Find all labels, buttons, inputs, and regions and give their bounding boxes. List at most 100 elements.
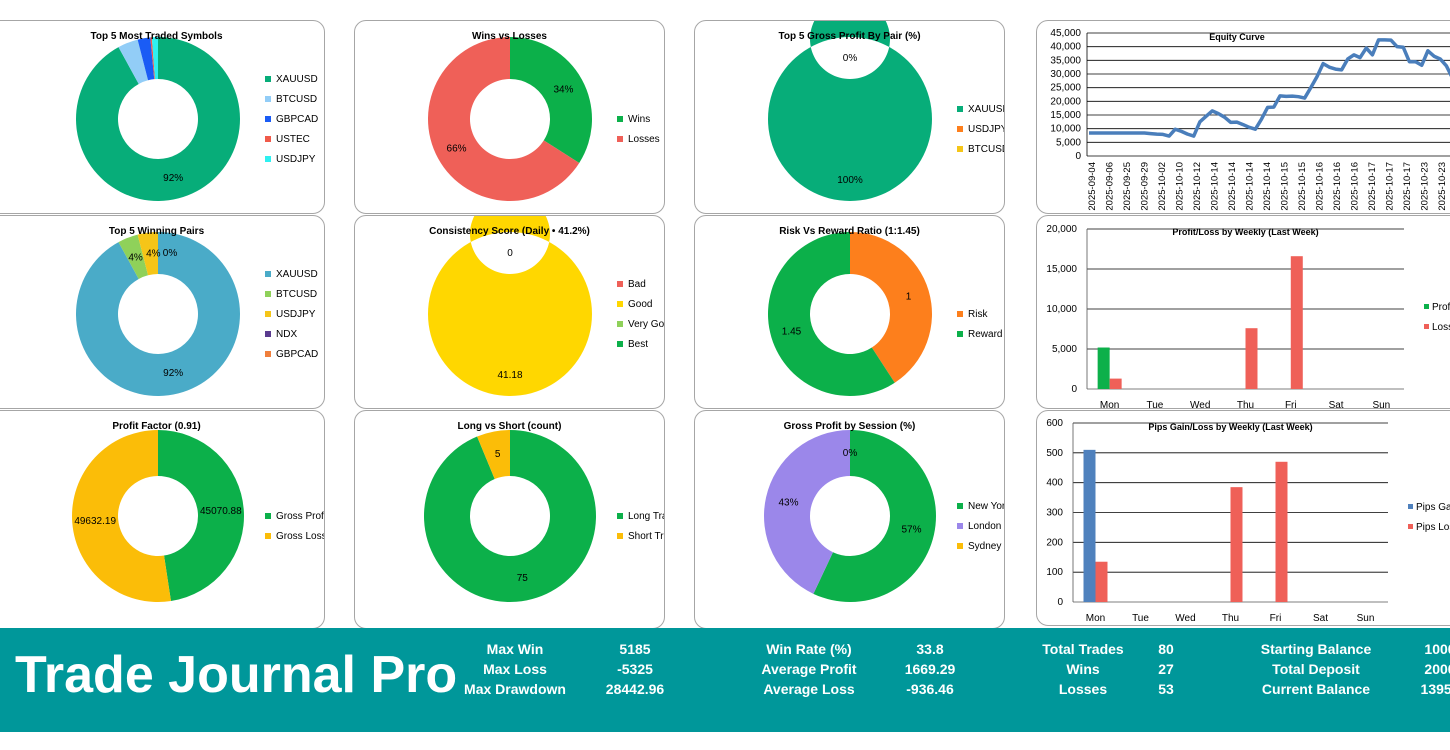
- slice-data-label: 100%: [837, 175, 863, 186]
- bar-pips-los-fri[interactable]: [1275, 461, 1288, 602]
- donut-slice-usdjpy[interactable]: [151, 37, 158, 80]
- legend-swatch: [265, 533, 271, 539]
- y-tick-label: 30,000: [1050, 69, 1081, 80]
- x-tick-label: 2025-10-14: [1245, 162, 1256, 211]
- legend-label: XAUUSD: [276, 73, 318, 85]
- donut-slice-reward[interactable]: [768, 232, 895, 396]
- donut-slice-xauusd[interactable]: [768, 21, 932, 201]
- y-tick-label: 15,000: [1050, 110, 1081, 121]
- stat-label: Current Balance: [1261, 681, 1371, 697]
- slice-data-label: 66%: [447, 143, 467, 154]
- donut-slice-btcusd[interactable]: [118, 39, 149, 84]
- x-tick-label: Thu: [1222, 613, 1239, 624]
- slice-data-label: 4%: [128, 252, 143, 263]
- legend-label: Gross Profit: [276, 510, 325, 522]
- legend-item: Bad: [617, 274, 664, 294]
- legend-label: London: [968, 520, 1002, 532]
- legend-item: Risk: [957, 304, 1002, 324]
- legend-item: Best: [617, 334, 664, 354]
- x-tick-label: 2025-10-16: [1315, 162, 1326, 211]
- bar-prof-mon[interactable]: [1097, 347, 1110, 389]
- donut-slice-good[interactable]: [428, 216, 592, 396]
- bar-loss-thu[interactable]: [1245, 328, 1258, 389]
- chart-legend: Risk Reward: [957, 304, 1002, 344]
- x-tick-label: 2025-10-23: [1437, 162, 1448, 211]
- slice-data-label: 1.45: [782, 326, 802, 337]
- bar-pips-gai-mon[interactable]: [1083, 449, 1096, 602]
- donut-slice-new-york[interactable]: [813, 430, 936, 602]
- donut-slice-short-trades[interactable]: [477, 430, 510, 480]
- legend-item: XAUUSD: [957, 99, 1004, 119]
- y-tick-label: 600: [1046, 418, 1063, 429]
- donut-slice-xauusd[interactable]: [75, 37, 241, 202]
- donut-slice-btcusd[interactable]: [118, 234, 149, 279]
- legend-label: Very Good: [628, 318, 665, 330]
- stat-label: Losses: [1058, 681, 1108, 697]
- legend-item: USDJPY: [957, 119, 1004, 139]
- donut-slice-wins[interactable]: [510, 37, 592, 163]
- legend-label: Short Trades: [628, 530, 664, 542]
- legend-item: USDJPY: [265, 149, 318, 169]
- x-tick-label: Thu: [1237, 400, 1254, 409]
- legend-item: Gross Profit: [265, 506, 325, 526]
- legend-swatch: [265, 513, 271, 519]
- donut-slice-long-trades[interactable]: [424, 430, 596, 602]
- legend-item: BTCUSD: [265, 284, 318, 304]
- donut-slice-gross-profit[interactable]: [158, 430, 244, 602]
- legend-label: USDJPY: [276, 308, 316, 320]
- x-tick-label: 2025-10-17: [1402, 162, 1413, 211]
- legend-label: GBPCAD: [276, 348, 319, 360]
- legend-swatch: [617, 513, 623, 519]
- donut-panel-gross-profit-pair: 100% 0% Top 5 Gross Profit By Pair (%) XAUU…: [694, 20, 1005, 214]
- legend-swatch: [617, 341, 623, 347]
- donut-slice-gross-loss[interactable]: [71, 430, 171, 602]
- bar-pips-los-thu[interactable]: [1230, 487, 1243, 602]
- legend-swatch: [265, 116, 271, 122]
- equity-line: [1089, 38, 1450, 138]
- y-tick-label: 45,000: [1050, 28, 1081, 39]
- stat-value: 80: [1158, 641, 1174, 657]
- legend-item: Losses: [617, 129, 660, 149]
- legend-item: Wins: [617, 109, 660, 129]
- x-tick-label: 2025-10-12: [1192, 162, 1203, 211]
- legend-item: Long Trades: [617, 506, 664, 526]
- legend-label: XAUUSD: [968, 103, 1004, 115]
- legend-swatch: [957, 146, 963, 152]
- x-tick-label: 2025-10-17: [1367, 162, 1378, 211]
- chart-title: Top 5 Winning Pairs: [108, 226, 205, 237]
- x-tick-label: 2025-10-15: [1297, 162, 1308, 211]
- y-tick-label: 35,000: [1050, 55, 1081, 66]
- chart-legend: XAUUSD BTCUSD GBPCAD USTEC USDJPY: [265, 69, 318, 169]
- donut-slice-usdjpy[interactable]: [137, 232, 158, 276]
- chart-legend: XAUUSD BTCUSD USDJPY NDX GBPCAD: [265, 264, 318, 364]
- chart-title: Top 5 Most Traded Symbols: [90, 31, 223, 42]
- legend-label: Reward: [968, 328, 1003, 340]
- y-tick-label: 0: [1057, 597, 1063, 608]
- slice-data-label: 0%: [843, 448, 858, 459]
- y-tick-label: 10,000: [1050, 124, 1081, 135]
- bar-loss-mon[interactable]: [1109, 378, 1122, 389]
- chart-title: Gross Profit by Session (%): [783, 421, 916, 432]
- donut-slice-gbpcad[interactable]: [137, 37, 155, 81]
- legend-label: Bad: [628, 278, 646, 290]
- x-tick-label: Sun: [1357, 613, 1375, 624]
- legend-swatch: [265, 311, 271, 317]
- legend-item: Very Good: [617, 314, 665, 334]
- y-tick-label: 5,000: [1052, 344, 1077, 355]
- donut-slice-risk[interactable]: [850, 232, 932, 383]
- donut-slice-xauusd[interactable]: [75, 232, 241, 396]
- donut-slice-london[interactable]: [764, 430, 850, 594]
- legend-label: Long Trades: [628, 510, 664, 522]
- bar-loss-fri[interactable]: [1290, 256, 1303, 389]
- donut-chart: 34% 66%: [428, 36, 592, 201]
- bar-pips-los-mon[interactable]: [1095, 561, 1108, 602]
- donut-chart: 92%4% 4% 0%: [75, 232, 241, 396]
- x-tick-label: 2025-10-14: [1262, 162, 1273, 211]
- legend-item: GBPCAD: [265, 344, 318, 364]
- y-tick-label: 400: [1046, 478, 1063, 489]
- donut-slice-losses[interactable]: [428, 36, 580, 201]
- stat-value: 28442.96: [605, 681, 665, 697]
- x-tick-label: 2025-10-02: [1157, 162, 1168, 211]
- legend-item: Short Trades: [617, 526, 664, 546]
- donut-slice-ustec[interactable]: [150, 37, 155, 80]
